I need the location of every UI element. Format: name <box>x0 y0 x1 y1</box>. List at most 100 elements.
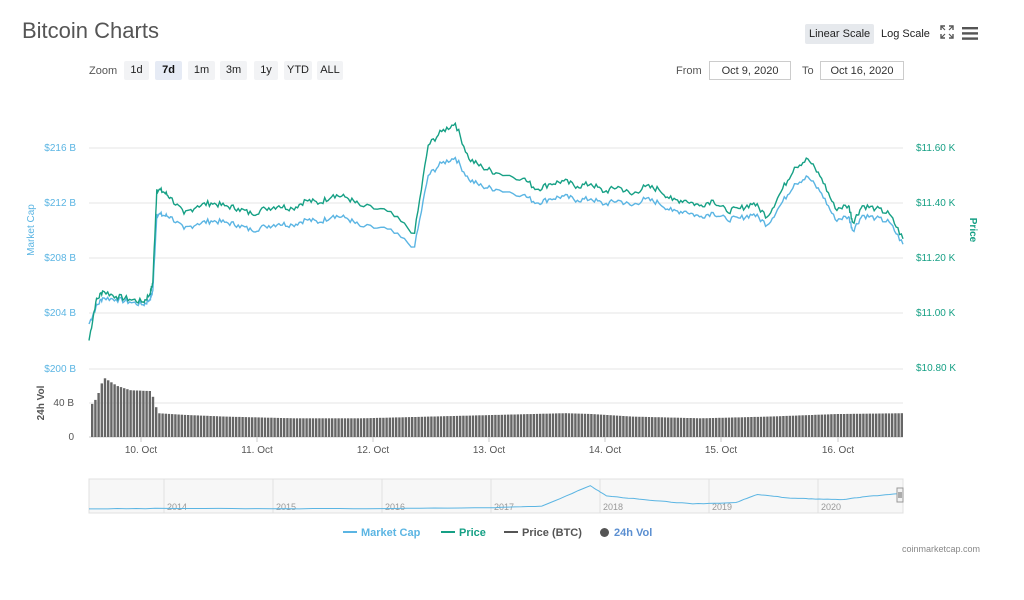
volume-bar <box>593 414 596 437</box>
volume-bar <box>763 416 766 437</box>
log-scale-button[interactable]: Log Scale <box>881 28 930 40</box>
volume-bar <box>423 416 427 437</box>
right-axis-tick: $11.40 K <box>916 198 956 209</box>
linear-scale-button[interactable]: Linear Scale <box>805 24 875 44</box>
volume-bar <box>430 416 433 437</box>
volume-bar <box>491 415 494 437</box>
volume-bar <box>654 417 657 437</box>
volume-bar <box>459 415 462 437</box>
zoom-button-1d[interactable]: 1d <box>124 61 149 80</box>
volume-bar <box>155 407 158 437</box>
volume-bar <box>497 414 500 437</box>
credit-text[interactable]: coinmarketcap.com <box>901 544 980 554</box>
volume-bar <box>644 416 647 437</box>
volume-bar <box>708 418 711 437</box>
volume-bar <box>295 418 299 437</box>
volume-bar <box>519 414 523 437</box>
volume-bar <box>203 415 206 437</box>
right-axis-tick: $11.00 K <box>916 308 956 319</box>
legend-item-price[interactable]: Price <box>441 527 486 539</box>
to-date-input[interactable]: Oct 16, 2020 <box>820 61 904 80</box>
volume-bar <box>561 413 564 437</box>
zoom-button-7d[interactable]: 7d <box>155 61 182 80</box>
zoom-button-all[interactable]: ALL <box>317 61 343 80</box>
series-line-price <box>88 121 904 341</box>
volume-bar <box>830 414 833 437</box>
volume-bar <box>769 416 772 437</box>
volume-bar <box>833 414 836 437</box>
volume-bar <box>199 415 203 437</box>
volume-bar <box>513 414 516 437</box>
volume-axis-tick: $200 B <box>44 364 76 375</box>
volume-bar <box>798 415 801 437</box>
volume-bar <box>91 403 94 437</box>
hamburger-menu-icon[interactable] <box>962 27 978 40</box>
volume-bar <box>193 415 196 437</box>
volume-bar <box>113 384 116 437</box>
volume-bar <box>740 417 743 437</box>
volume-bar <box>449 416 452 437</box>
legend-item-24h-vol[interactable]: 24h Vol <box>600 527 652 539</box>
volume-bar <box>209 416 212 437</box>
from-date-input[interactable]: Oct 9, 2020 <box>709 61 791 80</box>
volume-bar <box>107 380 110 437</box>
left-axis-title: Market Cap <box>26 204 37 256</box>
volume-bar <box>161 413 164 437</box>
volume-bar <box>583 413 587 437</box>
volume-bar <box>590 414 593 437</box>
volume-bar <box>737 417 740 437</box>
volume-bar <box>785 415 788 437</box>
zoom-button-3m[interactable]: 3m <box>220 61 247 80</box>
legend-line-marker <box>441 531 455 533</box>
volume-bar <box>379 417 382 437</box>
volume-bar <box>507 414 510 437</box>
volume-bar <box>417 416 420 437</box>
from-label: From <box>676 65 702 77</box>
volume-bar <box>721 417 724 437</box>
legend-item-price-btc[interactable]: Price (BTC) <box>504 527 582 539</box>
zoom-button-1m[interactable]: 1m <box>188 61 215 80</box>
volume-bar <box>859 413 862 437</box>
legend-label: Market Cap <box>361 527 421 539</box>
volume-bar <box>244 417 247 437</box>
volume-bar <box>820 414 823 437</box>
volume-bar <box>331 418 334 437</box>
volume-bar <box>420 416 423 437</box>
volume-bar <box>574 413 577 437</box>
volume-bar <box>292 418 295 437</box>
volume-bar <box>436 416 439 437</box>
volume-bar <box>894 413 897 437</box>
volume-axis-title: 24h Vol <box>36 385 47 420</box>
volume-bar <box>225 416 228 437</box>
volume-bar <box>500 414 503 437</box>
volume-bar <box>391 417 395 437</box>
zoom-button-1y[interactable]: 1y <box>254 61 278 80</box>
volume-bar <box>795 415 798 437</box>
x-axis-tick-label: 12. Oct <box>357 445 389 456</box>
volume-bar <box>766 416 769 437</box>
zoom-button-ytd[interactable]: YTD <box>284 61 312 80</box>
volume-bar <box>855 413 859 437</box>
volume-bar <box>564 413 567 437</box>
volume-bar <box>177 414 180 437</box>
volume-bar <box>747 417 750 437</box>
volume-bar <box>609 415 612 437</box>
volume-bar <box>100 383 103 437</box>
volume-bar <box>503 414 507 437</box>
volume-bar <box>782 416 785 437</box>
volume-bar <box>299 418 302 437</box>
volume-bar <box>257 417 260 437</box>
volume-bar <box>270 417 273 437</box>
volume-bar <box>235 416 238 437</box>
volume-bar <box>158 413 161 437</box>
volume-bar <box>283 418 286 437</box>
series-line-market-cap <box>88 156 904 325</box>
volume-bar <box>510 414 513 437</box>
volume-bar <box>97 393 100 437</box>
volume-bar <box>683 417 686 437</box>
legend-item-market-cap[interactable]: Market Cap <box>343 527 420 539</box>
fullscreen-icon[interactable] <box>940 25 954 39</box>
volume-bar <box>567 413 571 437</box>
volume-bar <box>571 413 574 437</box>
left-axis-tick: $212 B <box>44 198 76 209</box>
